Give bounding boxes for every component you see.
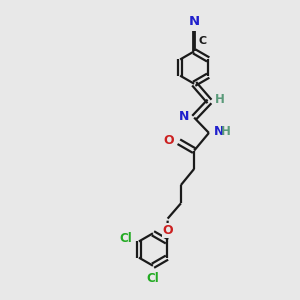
Text: O: O xyxy=(163,134,174,147)
Text: N: N xyxy=(178,110,189,123)
Text: N: N xyxy=(214,125,225,138)
Text: O: O xyxy=(162,224,173,237)
Text: Cl: Cl xyxy=(120,232,132,245)
Text: Cl: Cl xyxy=(147,272,159,285)
Text: N: N xyxy=(189,15,200,28)
Text: C: C xyxy=(199,36,207,46)
Text: H: H xyxy=(215,93,225,106)
Text: H: H xyxy=(221,125,230,138)
